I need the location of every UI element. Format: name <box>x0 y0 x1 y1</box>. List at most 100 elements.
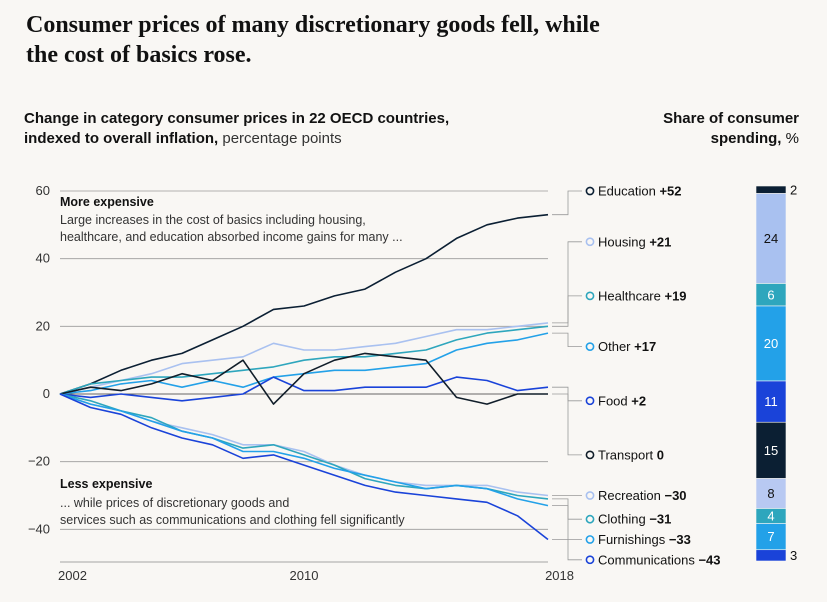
annotation-less-bg <box>58 473 458 527</box>
series-lines <box>59 213 549 541</box>
marker-other <box>585 342 595 352</box>
label-name: Healthcare <box>598 288 664 303</box>
label-name: Other <box>598 339 634 354</box>
label-other: Other +17 <box>598 339 656 354</box>
series-line-healthcare <box>59 325 549 395</box>
series-line-transport <box>59 352 548 405</box>
share-segment-other <box>755 305 787 382</box>
label-communications: Communications −43 <box>598 552 721 567</box>
marker-transport <box>585 450 595 460</box>
share-label-communications: 3 <box>790 548 797 563</box>
share-label-transport: 15 <box>764 443 778 458</box>
series-line-other <box>59 332 549 395</box>
share-of-spending-bar: 2 24 6 20 11 15 8 4 7 3 <box>755 182 797 563</box>
label-name: Education <box>598 184 659 199</box>
label-name: Housing <box>598 234 649 249</box>
label-healthcare: Healthcare +19 <box>598 288 687 303</box>
label-value: +21 <box>649 234 671 249</box>
share-segment-communications <box>755 549 787 562</box>
marker-food <box>585 396 595 406</box>
label-clothing: Clothing −31 <box>598 512 671 527</box>
series-line-communications <box>59 393 549 541</box>
series-line-food <box>59 376 549 402</box>
share-label-healthcare: 6 <box>767 287 774 302</box>
share-title-line1: Share of consumer <box>663 110 799 127</box>
x-tick-label: 2002 <box>58 568 87 583</box>
annotation-less-title: Less expensive <box>60 477 152 491</box>
label-education: Education +52 <box>598 184 682 199</box>
marker-housing <box>585 237 595 247</box>
annotation-more-body-1: Large increases in the cost of basics in… <box>60 213 366 227</box>
label-value: −31 <box>649 512 671 527</box>
share-segment-food <box>755 380 787 423</box>
annotation-less-body-1: ... while prices of discretionary goods … <box>60 496 289 510</box>
share-title-line2: spending, <box>710 130 782 147</box>
connector-transport <box>552 393 582 456</box>
series-line-furnishings <box>59 393 549 507</box>
share-label-education: 2 <box>790 182 797 197</box>
label-housing: Housing +21 <box>598 234 671 249</box>
label-food: Food +2 <box>598 393 646 408</box>
label-value: −33 <box>669 532 691 547</box>
label-furnishings: Furnishings −33 <box>598 532 691 547</box>
headline: Consumer prices of many discretionary go… <box>26 12 600 68</box>
connector-clothing <box>552 498 582 520</box>
label-value: +17 <box>634 339 656 354</box>
share-label-recreation: 8 <box>767 486 774 501</box>
marker-furnishings <box>585 535 595 544</box>
label-name: Recreation <box>598 488 664 503</box>
marker-recreation <box>585 491 595 500</box>
label-name: Transport <box>598 447 657 462</box>
share-segment-transport <box>755 421 787 479</box>
series-line-education <box>59 213 549 395</box>
x-axis-ticks: 2002 2010 2018 <box>58 568 574 583</box>
share-segment-education <box>755 185 787 194</box>
annotation-more-bg <box>58 193 458 245</box>
y-tick-label: 0 <box>43 386 50 401</box>
subtitle-unit: percentage points <box>222 130 342 147</box>
label-value: 0 <box>657 447 664 462</box>
y-tick-label: −40 <box>28 521 50 536</box>
label-value: +2 <box>631 393 646 408</box>
share-segment-housing <box>755 193 787 284</box>
connector-education <box>552 190 582 216</box>
connector-communications <box>552 539 582 561</box>
connector-healthcare <box>552 295 582 327</box>
share-label-furnishings: 7 <box>767 529 774 544</box>
subtitle-line2: indexed to overall inflation, <box>24 130 219 147</box>
connector-housing <box>552 241 582 324</box>
share-label-other: 20 <box>764 336 778 351</box>
annotation-more-expensive: More expensive Large increases in the co… <box>58 193 458 245</box>
y-tick-label: 40 <box>36 251 50 266</box>
label-transport: Transport 0 <box>598 447 664 462</box>
annotation-less-body-2: services such as communications and clot… <box>60 513 405 527</box>
series-end-labels: Education +52 Housing +21 Healthcare +19 Ot… <box>585 184 721 567</box>
grid-lines <box>60 190 548 563</box>
annotation-less-expensive: Less expensive ... while prices of discr… <box>58 473 458 527</box>
x-tick-label: 2018 <box>545 568 574 583</box>
marker-education <box>585 186 595 196</box>
share-title-unit: % <box>785 130 799 147</box>
label-name: Furnishings <box>598 532 669 547</box>
label-value: +52 <box>659 184 681 199</box>
share-title: Share of consumer spending, % <box>599 109 799 149</box>
label-name: Communications <box>598 552 698 567</box>
marker-healthcare <box>585 291 595 301</box>
label-value: −30 <box>664 488 686 503</box>
share-segment-recreation <box>755 478 787 509</box>
label-name: Clothing <box>598 512 649 527</box>
connector-furnishings <box>552 505 582 540</box>
y-tick-label: 60 <box>36 183 50 198</box>
connector-other <box>552 332 582 347</box>
annotation-more-title: More expensive <box>60 195 154 209</box>
subtitle-line1: Change in category consumer prices in 22… <box>24 110 450 127</box>
share-label-clothing: 4 <box>767 509 774 524</box>
label-value: −43 <box>698 552 720 567</box>
series-line-housing <box>59 322 549 395</box>
share-label-food: 11 <box>764 394 778 409</box>
x-tick-label: 2010 <box>290 568 319 583</box>
label-name: Food <box>598 393 631 408</box>
label-recreation: Recreation −30 <box>598 488 687 503</box>
marker-clothing <box>585 514 595 524</box>
